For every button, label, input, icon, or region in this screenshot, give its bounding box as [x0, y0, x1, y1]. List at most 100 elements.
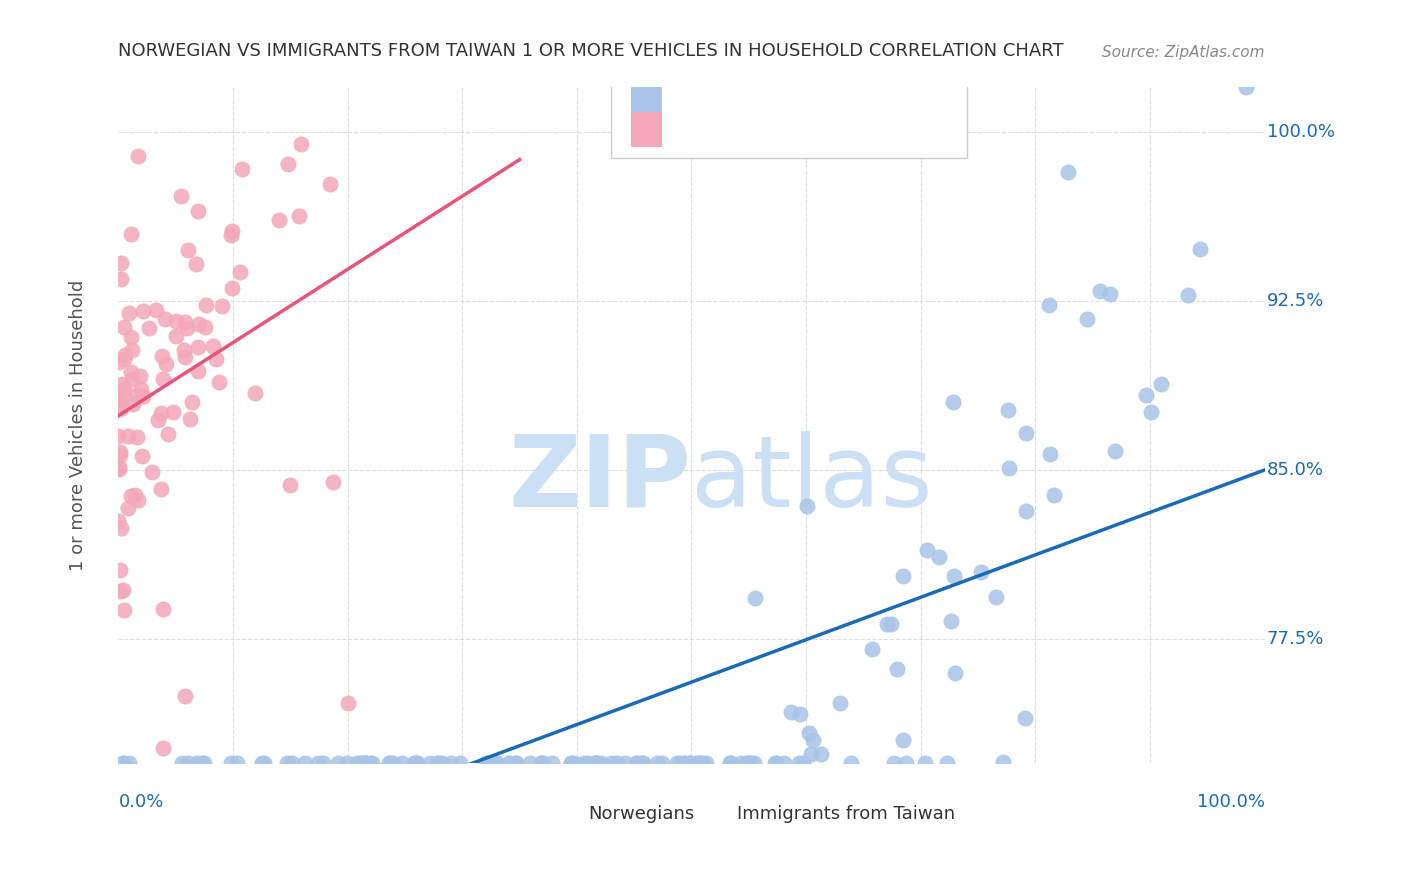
Point	[669, 756, 692, 770]
Point	[179, 411, 201, 425]
Point	[402, 756, 425, 770]
Point	[690, 756, 713, 770]
Point	[361, 756, 384, 770]
Point	[1104, 443, 1126, 458]
FancyBboxPatch shape	[612, 63, 966, 158]
Point	[187, 340, 209, 354]
Point	[505, 756, 527, 770]
Point	[114, 348, 136, 362]
Point	[186, 756, 208, 770]
Point	[591, 756, 613, 770]
Point	[485, 756, 508, 770]
Point	[628, 756, 651, 770]
Point	[763, 756, 786, 770]
Point	[184, 257, 207, 271]
Point	[679, 756, 702, 770]
Point	[800, 747, 823, 762]
Point	[690, 756, 713, 770]
Point	[155, 312, 177, 326]
Point	[346, 756, 368, 770]
Point	[173, 343, 195, 357]
Point	[430, 756, 453, 770]
Point	[107, 355, 129, 369]
Point	[787, 756, 810, 770]
Text: NORWEGIAN VS IMMIGRANTS FROM TAIWAN 1 OR MORE VEHICLES IN HOUSEHOLD CORRELATION : NORWEGIAN VS IMMIGRANTS FROM TAIWAN 1 OR…	[118, 42, 1064, 60]
Point	[122, 397, 145, 411]
Point	[278, 477, 301, 491]
Point	[307, 756, 329, 770]
Point	[131, 382, 153, 396]
Point	[207, 375, 229, 389]
Point	[477, 756, 499, 770]
Point	[382, 756, 405, 770]
Text: ZIP: ZIP	[509, 431, 692, 528]
Text: 85.0%: 85.0%	[1267, 461, 1324, 479]
Point	[350, 756, 373, 770]
Point	[253, 756, 276, 770]
Point	[350, 756, 373, 770]
Point	[893, 569, 915, 583]
Point	[839, 756, 862, 770]
Point	[219, 756, 242, 770]
Point	[110, 520, 132, 534]
Text: Source: ZipAtlas.com: Source: ZipAtlas.com	[1102, 45, 1264, 60]
Point	[152, 372, 174, 386]
Point	[688, 756, 710, 770]
Point	[530, 756, 553, 770]
Point	[288, 210, 311, 224]
Point	[319, 177, 342, 191]
Point	[336, 697, 359, 711]
Point	[991, 755, 1014, 769]
Point	[688, 756, 710, 770]
Point	[121, 372, 143, 386]
Point	[498, 756, 520, 770]
Point	[626, 756, 648, 770]
Point	[796, 500, 818, 514]
Point	[1038, 297, 1060, 311]
Point	[730, 756, 752, 770]
Point	[107, 429, 129, 443]
Point	[150, 405, 173, 419]
Point	[188, 317, 211, 331]
Point	[651, 756, 673, 770]
Point	[117, 501, 139, 516]
Point	[860, 642, 883, 657]
Point	[886, 662, 908, 676]
Point	[170, 756, 193, 770]
FancyBboxPatch shape	[631, 112, 662, 147]
Point	[117, 756, 139, 770]
Point	[744, 756, 766, 770]
Point	[738, 756, 761, 770]
Point	[572, 756, 595, 770]
Point	[112, 582, 135, 597]
Text: R = 0.550   N =  93: R = 0.550 N = 93	[675, 122, 851, 140]
Point	[250, 756, 273, 770]
Point	[354, 756, 377, 770]
Point	[107, 514, 129, 528]
Point	[120, 227, 142, 242]
Point	[152, 741, 174, 756]
Point	[110, 400, 132, 414]
Point	[928, 550, 950, 565]
Point	[1015, 425, 1038, 440]
Point	[378, 756, 401, 770]
Point	[110, 376, 132, 391]
Point	[120, 489, 142, 503]
Point	[695, 756, 717, 770]
Point	[132, 303, 155, 318]
Point	[110, 256, 132, 270]
Point	[744, 591, 766, 605]
Point	[772, 756, 794, 770]
Point	[231, 161, 253, 176]
Point	[405, 756, 427, 770]
Text: 77.5%: 77.5%	[1267, 630, 1324, 648]
Point	[378, 756, 401, 770]
Point	[112, 382, 135, 396]
Point	[631, 756, 654, 770]
Point	[626, 756, 648, 770]
Point	[129, 368, 152, 383]
Point	[127, 493, 149, 508]
Point	[108, 462, 131, 476]
Point	[229, 264, 252, 278]
Point	[560, 756, 582, 770]
